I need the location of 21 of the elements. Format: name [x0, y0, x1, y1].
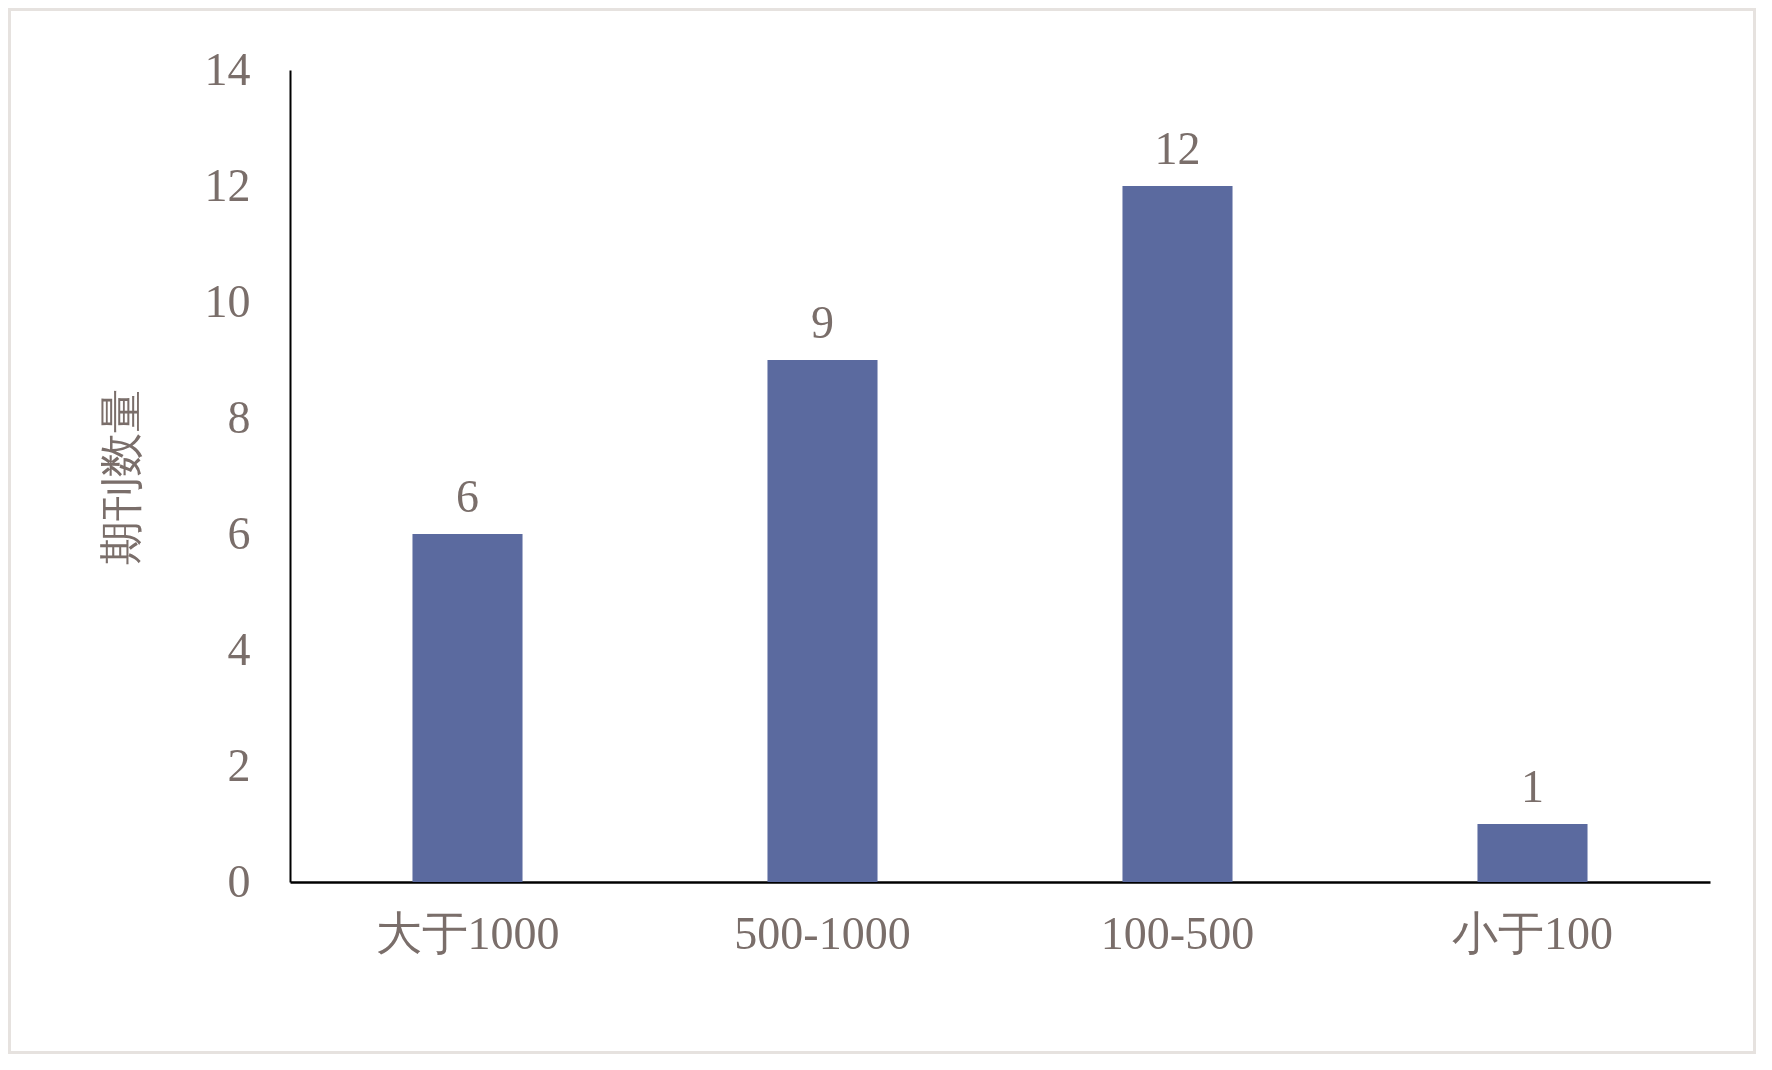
x-tick-label: 大于1000 [375, 907, 560, 959]
y-tick-label: 6 [227, 507, 251, 559]
data-label: 6 [456, 471, 479, 522]
y-tick-label: 12 [204, 159, 251, 211]
y-tick-label: 14 [204, 43, 251, 95]
bar [1122, 186, 1233, 882]
bar [767, 360, 878, 882]
y-tick-label: 2 [227, 739, 251, 791]
data-label: 12 [1154, 123, 1201, 174]
data-label: 9 [811, 297, 834, 348]
y-tick-label: 8 [227, 391, 251, 443]
x-tick-label: 100-500 [1100, 907, 1255, 959]
x-tick-label: 500-1000 [734, 907, 911, 959]
bar [1477, 824, 1588, 882]
y-tick-label: 0 [227, 855, 251, 907]
y-tick-label: 4 [227, 623, 251, 675]
bar [412, 534, 523, 882]
data-label: 1 [1521, 761, 1544, 812]
y-axis-title: 期刊数量 [96, 388, 146, 565]
y-tick-label: 10 [204, 275, 251, 327]
x-tick-label: 小于100 [1452, 907, 1613, 959]
